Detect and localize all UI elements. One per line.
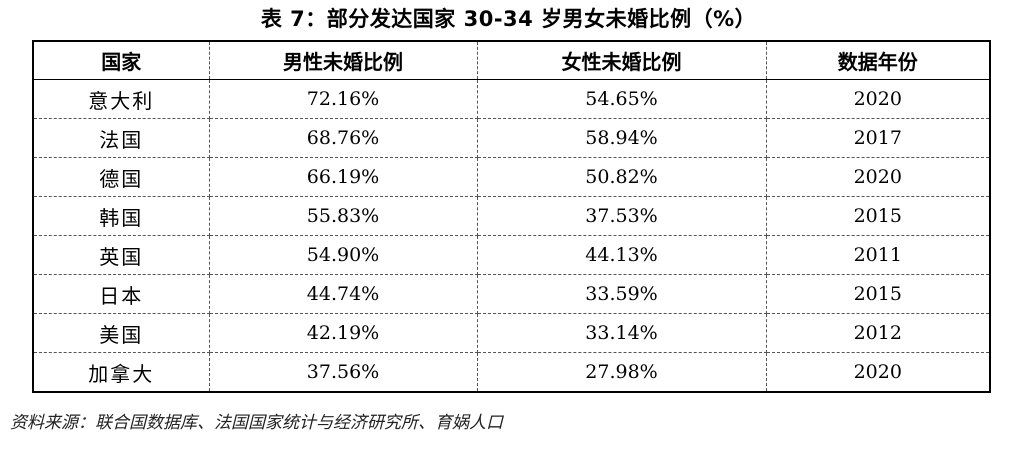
cell-country: 意大利 <box>32 79 210 119</box>
cell-male-ratio: 55.83% <box>208 196 478 236</box>
cell-male-ratio: 68.76% <box>208 118 478 158</box>
cell-country: 法国 <box>32 118 210 158</box>
cell-male-ratio: 42.19% <box>208 313 478 353</box>
header-female-ratio: 女性未婚比例 <box>476 40 767 80</box>
cell-year: 2015 <box>765 196 991 236</box>
table-row: 美国 42.19% 33.14% 2012 <box>32 313 991 353</box>
table-row: 意大利 72.16% 54.65% 2020 <box>32 79 991 119</box>
header-data-year: 数据年份 <box>765 40 991 80</box>
cell-year: 2015 <box>765 274 991 314</box>
table-header-row: 国家 男性未婚比例 女性未婚比例 数据年份 <box>32 40 991 80</box>
cell-country: 韩国 <box>32 196 210 236</box>
cell-male-ratio: 66.19% <box>208 157 478 197</box>
cell-female-ratio: 27.98% <box>476 352 767 393</box>
table-row: 法国 68.76% 58.94% 2017 <box>32 118 991 158</box>
cell-year: 2020 <box>765 157 991 197</box>
cell-female-ratio: 44.13% <box>476 235 767 275</box>
cell-female-ratio: 33.59% <box>476 274 767 314</box>
cell-female-ratio: 54.65% <box>476 79 767 119</box>
table-row: 英国 54.90% 44.13% 2011 <box>32 235 991 275</box>
cell-male-ratio: 54.90% <box>208 235 478 275</box>
source-note: 资料来源：联合国数据库、法国国家统计与经济研究所、育娲人口 <box>10 413 503 433</box>
unmarried-ratio-table: 国家 男性未婚比例 女性未婚比例 数据年份 意大利 72.16% 54.65% … <box>32 40 991 393</box>
table-row: 德国 66.19% 50.82% 2020 <box>32 157 991 197</box>
cell-female-ratio: 50.82% <box>476 157 767 197</box>
cell-year: 2011 <box>765 235 991 275</box>
cell-male-ratio: 72.16% <box>208 79 478 119</box>
cell-year: 2020 <box>765 352 991 393</box>
table-row: 韩国 55.83% 37.53% 2015 <box>32 196 991 236</box>
cell-country: 德国 <box>32 157 210 197</box>
table-row: 加拿大 37.56% 27.98% 2020 <box>32 352 991 393</box>
cell-female-ratio: 33.14% <box>476 313 767 353</box>
cell-country: 美国 <box>32 313 210 353</box>
cell-country: 加拿大 <box>32 352 210 393</box>
cell-year: 2020 <box>765 79 991 119</box>
table-caption: 表 7：部分发达国家 30-34 岁男女未婚比例（%） <box>260 7 757 31</box>
cell-male-ratio: 44.74% <box>208 274 478 314</box>
cell-male-ratio: 37.56% <box>208 352 478 393</box>
header-male-ratio: 男性未婚比例 <box>208 40 478 80</box>
table-row: 日本 44.74% 33.59% 2015 <box>32 274 991 314</box>
cell-country: 英国 <box>32 235 210 275</box>
cell-year: 2012 <box>765 313 991 353</box>
cell-female-ratio: 37.53% <box>476 196 767 236</box>
cell-year: 2017 <box>765 118 991 158</box>
cell-female-ratio: 58.94% <box>476 118 767 158</box>
cell-country: 日本 <box>32 274 210 314</box>
header-country: 国家 <box>32 40 210 80</box>
